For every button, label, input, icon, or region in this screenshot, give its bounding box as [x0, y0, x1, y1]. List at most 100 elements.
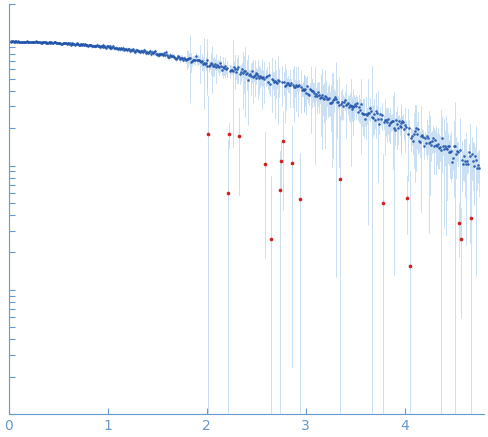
Point — [78, 41, 85, 48]
Point — [425, 140, 433, 147]
Point — [212, 63, 220, 70]
Point — [394, 125, 402, 132]
Point — [280, 79, 288, 86]
Point — [472, 157, 480, 164]
Point — [122, 45, 130, 52]
Point — [29, 38, 37, 45]
Point — [56, 40, 64, 47]
Point — [132, 47, 140, 54]
Point — [262, 161, 269, 168]
Point — [136, 48, 144, 55]
Point — [415, 137, 423, 144]
Point — [196, 57, 203, 64]
Point — [337, 100, 345, 107]
Point — [323, 96, 331, 103]
Point — [213, 62, 221, 69]
Point — [266, 80, 274, 87]
Point — [385, 122, 393, 129]
Point — [468, 151, 476, 158]
Point — [448, 158, 456, 165]
Point — [201, 60, 208, 67]
Point — [84, 42, 92, 49]
Point — [57, 40, 65, 47]
Point — [110, 45, 118, 52]
Point — [9, 38, 17, 45]
Point — [400, 118, 407, 125]
Point — [395, 117, 403, 124]
Point — [261, 75, 268, 82]
Point — [434, 141, 442, 148]
Point — [299, 85, 306, 92]
Point — [121, 46, 128, 53]
Point — [421, 135, 429, 142]
Point — [109, 42, 117, 49]
Point — [105, 44, 113, 51]
Point — [243, 69, 250, 76]
Point — [129, 46, 137, 53]
Point — [247, 73, 255, 80]
Point — [250, 72, 258, 79]
Point — [457, 235, 465, 242]
Point — [124, 46, 132, 53]
Point — [309, 88, 317, 95]
Point — [307, 87, 315, 94]
Point — [88, 43, 96, 50]
Point — [251, 71, 259, 78]
Point — [267, 236, 275, 243]
Point — [106, 43, 114, 50]
Point — [163, 51, 171, 58]
Point — [356, 106, 364, 113]
Point — [203, 56, 210, 63]
Point — [230, 63, 238, 70]
Point — [16, 38, 23, 45]
Point — [358, 110, 366, 117]
Point — [162, 52, 169, 59]
Point — [94, 42, 102, 49]
Point — [49, 39, 57, 46]
Point — [264, 72, 271, 79]
Point — [152, 50, 160, 57]
Point — [350, 103, 358, 110]
Point — [86, 42, 94, 49]
Point — [174, 53, 182, 60]
Point — [53, 39, 61, 46]
Point — [14, 38, 22, 45]
Point — [127, 46, 135, 53]
Point — [265, 72, 273, 79]
Point — [171, 55, 179, 62]
Point — [279, 137, 287, 144]
Point — [372, 107, 380, 114]
Point — [391, 126, 399, 133]
Point — [65, 40, 73, 47]
Point — [107, 45, 115, 52]
Point — [293, 82, 301, 89]
Point — [155, 52, 163, 59]
Point — [91, 43, 99, 50]
Point — [367, 108, 375, 115]
Point — [257, 72, 264, 79]
Point — [111, 45, 119, 52]
Point — [73, 41, 81, 48]
Point — [321, 93, 329, 100]
Point — [149, 49, 157, 56]
Point — [295, 82, 303, 89]
Point — [393, 120, 401, 127]
Point — [135, 47, 143, 54]
Point — [281, 82, 289, 89]
Point — [161, 50, 168, 57]
Point — [89, 42, 97, 49]
Point — [423, 132, 431, 139]
Point — [43, 39, 51, 46]
Point — [192, 52, 200, 59]
Point — [167, 53, 175, 60]
Point — [64, 39, 72, 46]
Point — [93, 41, 101, 48]
Point — [125, 45, 133, 52]
Point — [413, 130, 421, 137]
Point — [143, 48, 151, 55]
Point — [56, 40, 63, 47]
Point — [23, 38, 31, 45]
Point — [10, 38, 18, 45]
Point — [424, 134, 432, 141]
Point — [347, 103, 355, 110]
